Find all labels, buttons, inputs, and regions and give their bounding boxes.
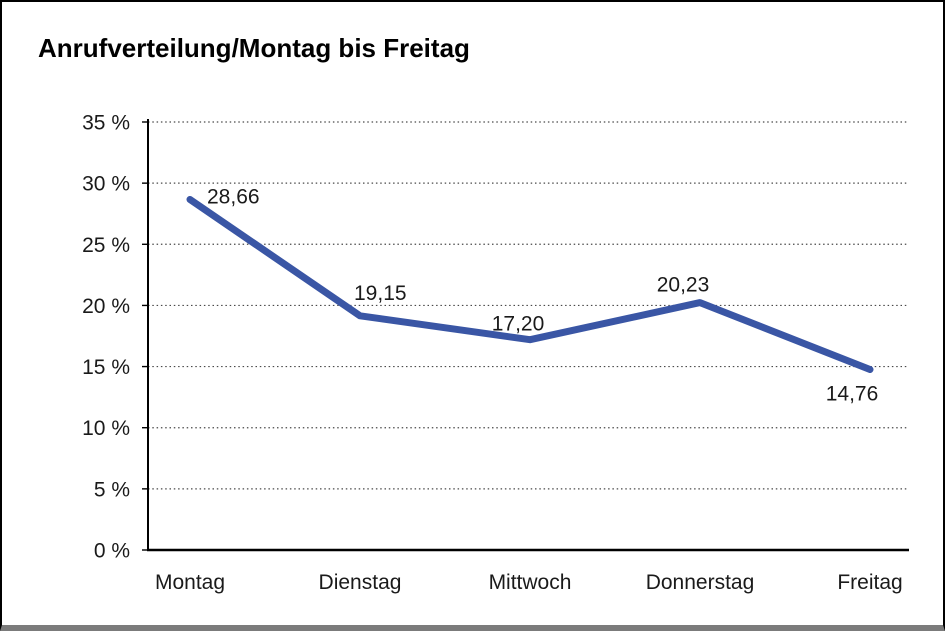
x-category-label: Mittwoch: [489, 571, 572, 594]
data-point-label: 28,66: [207, 186, 260, 209]
data-point-label: 17,20: [492, 313, 545, 336]
y-tick-label: 10 %: [82, 417, 130, 440]
chart-title: Anrufverteilung/Montag bis Freitag: [38, 33, 470, 63]
data-series-line: [186, 196, 874, 373]
y-tick-label: 25 %: [82, 234, 130, 257]
x-category-label: Freitag: [837, 571, 902, 594]
data-point-label: 14,76: [826, 383, 879, 406]
data-point-label: 20,23: [657, 274, 710, 297]
y-tick-label: 15 %: [82, 356, 130, 379]
y-tick-label: 30 %: [82, 173, 130, 196]
y-tick-label: 20 %: [82, 295, 130, 318]
x-category-label: Montag: [155, 571, 225, 594]
y-tick-label: 0 %: [94, 540, 130, 563]
x-category-label: Donnerstag: [646, 571, 755, 594]
y-tick-label: 35 %: [82, 112, 130, 135]
x-category-label: Dienstag: [319, 571, 402, 594]
data-point-label: 19,15: [354, 282, 407, 305]
y-tick-label: 5 %: [94, 478, 130, 501]
